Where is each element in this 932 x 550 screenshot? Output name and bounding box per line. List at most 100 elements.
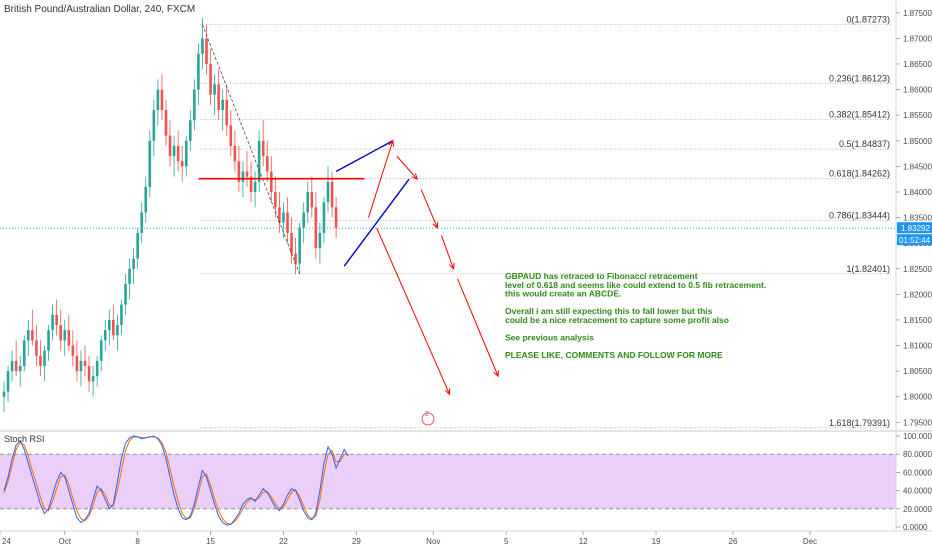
analysis-note-line: Overall i am still expecting this to fal… <box>505 306 713 316</box>
candle-body <box>189 120 192 141</box>
candle-body <box>31 330 34 341</box>
time-axis-ticks: 24 Oct 8 15 22 29 Nov 5 12 19 26 Dec <box>0 531 817 546</box>
price-tick-label: 1.81000 <box>903 342 932 351</box>
candle-body <box>334 207 338 228</box>
analysis-note-line: GBPAUD has retraced to Fibonacci retrace… <box>505 271 698 281</box>
candle-body <box>270 171 273 192</box>
fib-level-label: 0.786(1.83444) <box>829 210 890 220</box>
candle-body <box>14 360 18 372</box>
candle-body <box>322 202 326 233</box>
projection-long-arrow-head <box>444 388 451 396</box>
time-tick-label: 8 <box>135 537 140 546</box>
candle-body <box>99 340 103 361</box>
projection-down-arrow-4 <box>457 278 499 377</box>
price-tick-label: 1.84000 <box>903 188 932 197</box>
time-tick-label: 29 <box>352 537 361 546</box>
stoch-band <box>0 454 896 509</box>
price-axis[interactable]: 1.87500 1.87000 1.86500 1.86000 1.85500 1.850… <box>895 0 932 530</box>
countdown-label: 01:52:44 <box>899 236 931 245</box>
candle-body <box>278 207 281 223</box>
candle-body <box>112 319 115 336</box>
fib-level-label: 0(1.87273) <box>846 14 890 24</box>
chart-title: British Pound/Australian Dollar, 240, FX… <box>4 4 195 15</box>
candle-body <box>282 212 285 223</box>
candle-body <box>124 284 127 305</box>
stoch-rsi-pane[interactable]: Stoch RSI 100.0000 80.0000 60.0000 40.0000 2… <box>0 432 932 532</box>
time-tick-label: 19 <box>652 537 661 546</box>
candle-body <box>132 258 135 269</box>
candle-body <box>27 330 30 341</box>
candle-body <box>156 89 160 111</box>
time-tick-label: 12 <box>579 537 588 546</box>
analysis-note-line: level of 0.618 and seems like could exte… <box>505 280 766 290</box>
projection-up-arrow <box>368 140 394 218</box>
projection-down-arrow-3 <box>440 235 455 269</box>
candle-body <box>108 319 111 331</box>
candle-body <box>83 360 87 367</box>
candle-body <box>2 391 6 397</box>
wedge-upper-line <box>335 140 394 173</box>
candle-body <box>310 191 314 208</box>
candle-body <box>35 340 38 356</box>
candle-body <box>148 140 152 187</box>
candle-body <box>71 345 75 356</box>
price-tick-label: 1.79500 <box>903 418 932 427</box>
candle-body <box>91 376 95 382</box>
price-tick-label: 1.86000 <box>903 86 932 95</box>
fib-level-label: 0.5(1.84837) <box>839 139 890 149</box>
time-tick-label: 22 <box>279 537 288 546</box>
candle-body <box>306 191 310 213</box>
candle-body <box>274 191 277 208</box>
candle-body <box>140 212 143 233</box>
projection-down-arrow-3-head <box>448 262 455 270</box>
candle-body <box>197 53 200 90</box>
candle-body <box>286 212 289 233</box>
candle-body <box>75 355 79 372</box>
time-tick-label: Oct <box>59 537 72 546</box>
candle-body <box>290 232 293 254</box>
candle-body <box>144 186 148 213</box>
candle-body <box>245 171 249 177</box>
candle-body <box>103 330 107 341</box>
candle-body <box>180 161 184 167</box>
candle-body <box>6 371 10 392</box>
stoch-tick-label: 0.0000 <box>903 523 928 532</box>
candle-body <box>330 181 334 208</box>
candle-body <box>302 212 305 228</box>
candle-body <box>128 268 131 285</box>
analysis-note: GBPAUD has retraced to Fibonacci retrace… <box>505 271 766 360</box>
candle-body <box>241 171 245 182</box>
price-tick-label: 1.84500 <box>903 162 932 171</box>
wedge-lower-line <box>343 178 410 267</box>
price-tick-label: 1.87000 <box>903 34 932 43</box>
candle-body <box>217 84 220 111</box>
price-tick-label: 1.82500 <box>903 265 932 274</box>
candle-body <box>221 99 224 111</box>
candle-body <box>209 63 212 95</box>
stoch-title: Stoch RSI <box>4 434 45 444</box>
candle-body <box>249 176 253 192</box>
stoch-tick-label: 40.0000 <box>903 487 932 496</box>
fibonacci-levels: 0(1.87273) 0.236(1.86123) 0.382(1.85412) 0.… <box>200 14 892 429</box>
time-tick-label: 26 <box>729 537 738 546</box>
candle-body <box>18 366 22 372</box>
fib-level-label: 1.618(1.79391) <box>829 418 890 428</box>
trendline <box>202 24 301 275</box>
stoch-tick-label: 60.0000 <box>903 468 932 477</box>
time-axis[interactable]: 24 Oct 8 15 22 29 Nov 5 12 19 26 Dec <box>0 530 932 546</box>
candle-body <box>294 253 297 264</box>
price-tick-label: 1.87500 <box>903 9 932 18</box>
fib-level-label: 0.618(1.84262) <box>829 169 890 179</box>
price-tick-label: 1.81500 <box>903 316 932 325</box>
stoch-d-line <box>3 436 349 525</box>
candle-body <box>136 232 139 259</box>
candle-body <box>22 340 26 367</box>
candle-body <box>229 125 233 146</box>
stoch-axis-ticks: 100.0000 80.0000 60.0000 40.0000 20.0000 0.00… <box>896 432 932 532</box>
time-tick-label: 15 <box>206 537 215 546</box>
stoch-tick-label: 100.0000 <box>903 432 932 441</box>
projection-down-arrow-1 <box>396 155 418 180</box>
current-price-tag: 1.83292 01:52:44 <box>897 222 932 246</box>
price-pane[interactable]: 0(1.87273) 0.236(1.86123) 0.382(1.85412) 0.… <box>0 14 896 429</box>
